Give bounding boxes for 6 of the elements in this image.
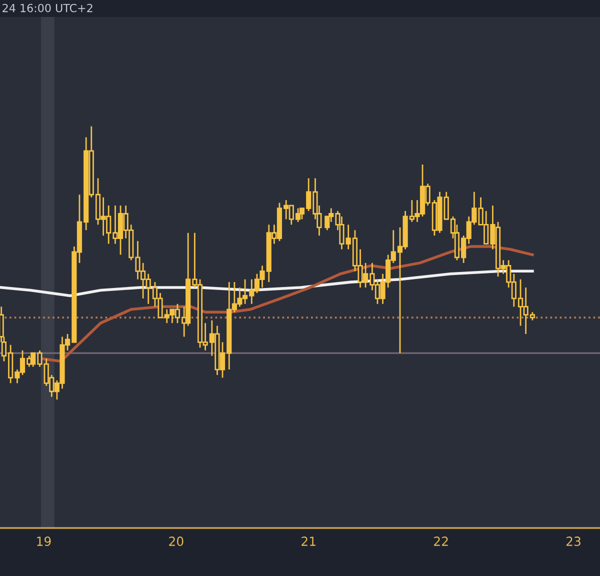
x-tick-label: 21 bbox=[302, 536, 316, 546]
x-tick-label: 22 bbox=[434, 536, 448, 546]
x-tick-label: 23 bbox=[566, 536, 580, 546]
x-tick-label: 20 bbox=[169, 536, 184, 546]
text: 24 16:00 UTC+2 bbox=[2, 4, 92, 12]
x-tick-label: 19 bbox=[37, 536, 51, 546]
